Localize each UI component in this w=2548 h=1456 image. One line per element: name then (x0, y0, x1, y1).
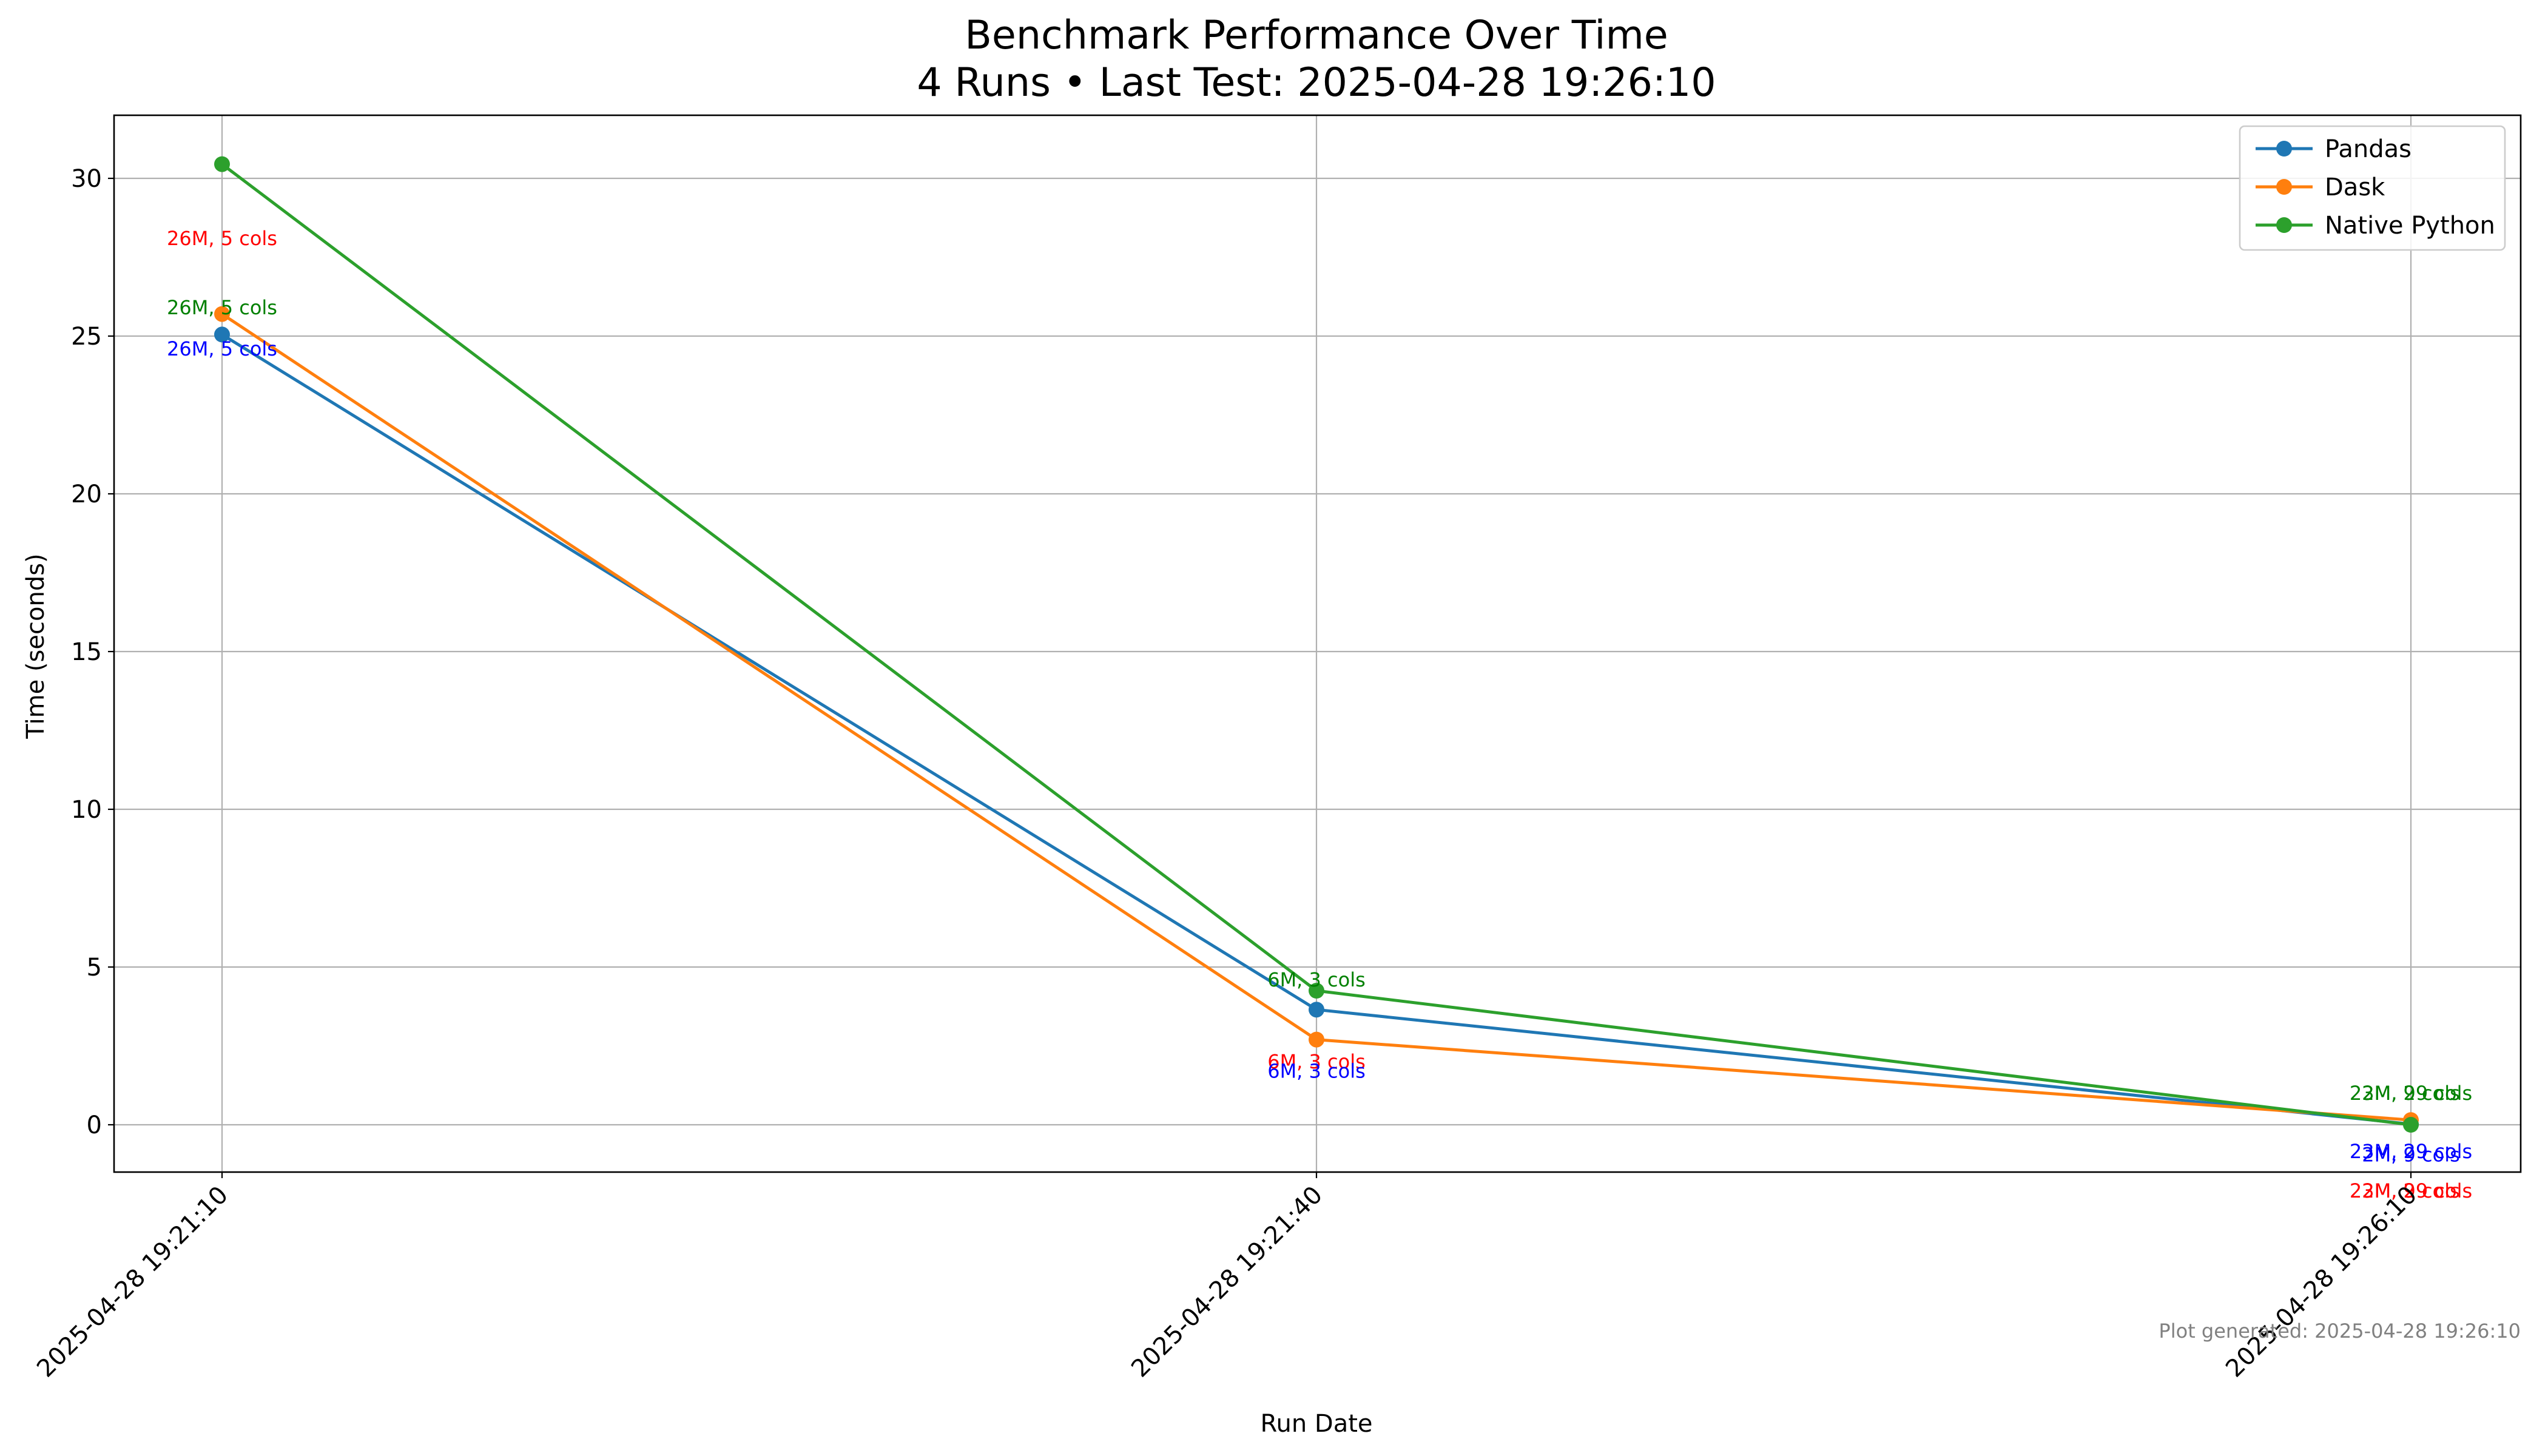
y-axis: 0 5 10 15 20 25 30 (71, 165, 114, 1139)
data-annotation: 23M, 29 cols (2350, 1140, 2472, 1163)
data-annotation: 6M, 3 cols (1267, 968, 1366, 991)
y-tick-label: 30 (71, 165, 102, 193)
series-point (1309, 1002, 1324, 1018)
grid-layer (114, 115, 2521, 1172)
chart-title: Benchmark Performance Over Time (965, 13, 1668, 58)
legend-marker (2276, 217, 2292, 233)
y-tick-label: 20 (71, 480, 102, 508)
legend-marker (2276, 179, 2292, 195)
plot-area-frame (113, 114, 2522, 1173)
legend-label: Dask (2325, 174, 2385, 201)
legend: Pandas Dask Native Python (2239, 125, 2506, 251)
y-axis-label: Time (seconds) (22, 553, 50, 739)
data-annotation: 26M, 5 cols (167, 296, 277, 319)
legend-label: Pandas (2325, 135, 2412, 163)
annotation-layer: 26M, 5 cols 26M, 5 cols 26M, 5 cols 6M, 3 c… (167, 227, 2472, 1202)
data-annotation: 2M, 9 cols (2362, 1082, 2460, 1105)
data-annotation: 26M, 5 cols (167, 337, 277, 360)
y-tick-label: 25 (71, 323, 102, 351)
y-tick-label: 15 (71, 638, 102, 666)
legend-label: Native Python (2325, 212, 2495, 240)
legend-marker (2276, 141, 2292, 157)
y-tick-label: 5 (87, 954, 102, 982)
series-layer (214, 156, 2419, 1133)
data-annotation: 6M, 3 cols (1267, 1060, 1366, 1083)
plot-generated-footnote: Plot generated: 2025-04-28 19:26:10 (2159, 1320, 2521, 1343)
series-point (214, 326, 230, 343)
data-annotation: 23M, 29 cols (2350, 1179, 2472, 1202)
y-tick-label: 0 (87, 1111, 102, 1139)
series-point (214, 306, 230, 322)
data-annotation: 23M, 29 cols (2350, 1082, 2472, 1105)
series-point (1309, 983, 1324, 999)
data-annotation: 26M, 5 cols (167, 227, 277, 250)
series-point (214, 156, 230, 172)
x-axis-label: Run Date (1260, 1410, 1372, 1438)
series-point (2403, 1117, 2419, 1133)
series-point (1309, 1031, 1324, 1048)
y-tick-label: 10 (71, 796, 102, 824)
chart-subtitle: 4 Runs • Last Test: 2025-04-28 19:26:10 (917, 60, 1716, 106)
data-annotation: 2M, 9 cols (2362, 1143, 2460, 1166)
data-annotation: 2M, 9 cols (2362, 1179, 2460, 1202)
data-annotation: 6M, 3 cols (1267, 1050, 1366, 1073)
legend-box (2239, 125, 2506, 251)
